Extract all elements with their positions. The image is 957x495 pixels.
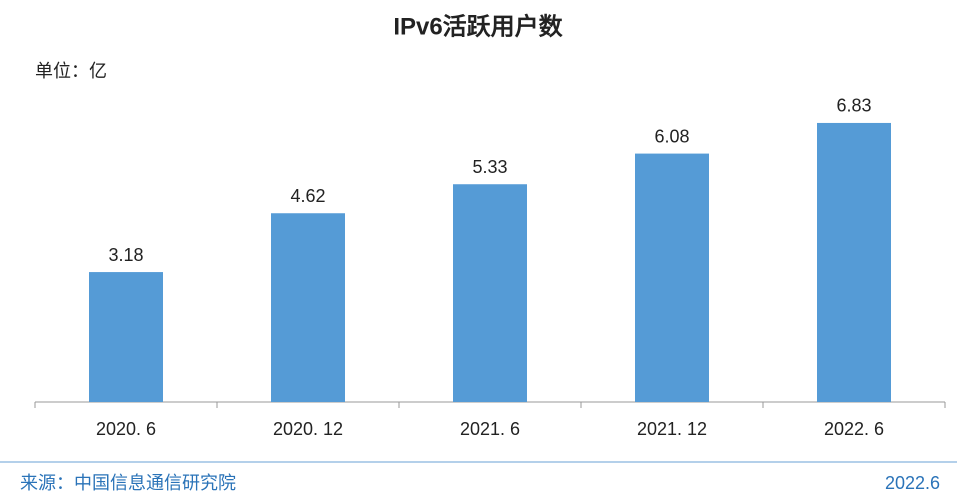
bar — [817, 122, 891, 403]
x-tick-label: 2020. 6 — [96, 419, 156, 439]
value-label: 5.33 — [472, 157, 507, 177]
chart-title: IPv6活跃用户数 — [393, 12, 563, 40]
value-label: 3.18 — [108, 245, 143, 265]
value-label: 6.08 — [654, 126, 689, 146]
date: 2022.6 — [885, 473, 940, 493]
x-tick-label: 2021. 12 — [637, 419, 707, 439]
value-label: 4.62 — [290, 186, 325, 206]
bar — [89, 272, 163, 402]
x-tick-label: 2020. 12 — [273, 419, 343, 439]
source: 来源：中国信息通信研究院 — [20, 473, 236, 493]
x-tick-label: 2022. 6 — [824, 419, 884, 439]
bar — [271, 213, 345, 402]
value-label: 6.83 — [836, 96, 871, 116]
bar — [453, 184, 527, 402]
x-tick-label: 2021. 6 — [460, 419, 520, 439]
unit-label: 单位：亿 — [35, 61, 107, 81]
bar — [635, 153, 709, 402]
